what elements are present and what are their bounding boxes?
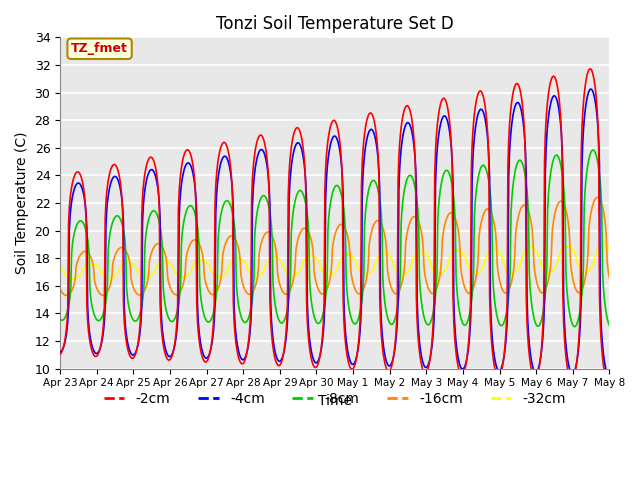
-8cm (56, 316, 64, 322)
-4cm (177, 188, 184, 194)
-2cm (605, 379, 612, 385)
Line: -16cm: -16cm (60, 197, 609, 295)
-16cm (381, 230, 388, 236)
-2cm (586, 66, 594, 72)
-4cm (434, 141, 442, 146)
Line: -32cm: -32cm (60, 244, 609, 279)
-8cm (570, 324, 578, 329)
-2cm (555, 96, 563, 101)
Text: TZ_fmet: TZ_fmet (71, 42, 128, 55)
-16cm (56, 286, 64, 292)
Line: -2cm: -2cm (60, 69, 609, 382)
Legend: -2cm, -4cm, -8cm, -16cm, -32cm: -2cm, -4cm, -8cm, -16cm, -32cm (98, 386, 572, 411)
Title: Tonzi Soil Temperature Set D: Tonzi Soil Temperature Set D (216, 15, 454, 33)
-16cm (593, 194, 601, 200)
-16cm (327, 270, 335, 276)
-2cm (200, 359, 208, 364)
Line: -8cm: -8cm (60, 150, 609, 326)
-8cm (605, 323, 613, 328)
-16cm (435, 279, 442, 285)
-32cm (56, 264, 64, 270)
-32cm (177, 274, 185, 280)
-32cm (556, 251, 564, 256)
-8cm (177, 279, 184, 285)
-4cm (56, 349, 64, 355)
-8cm (326, 202, 334, 208)
-32cm (600, 241, 608, 247)
-8cm (589, 147, 597, 153)
-2cm (380, 353, 387, 359)
-32cm (381, 250, 388, 256)
-4cm (555, 108, 563, 113)
Y-axis label: Soil Temperature (C): Soil Temperature (C) (15, 132, 29, 274)
X-axis label: Time: Time (318, 394, 352, 408)
-8cm (200, 313, 208, 319)
Line: -4cm: -4cm (60, 89, 609, 375)
-2cm (434, 118, 442, 124)
-4cm (326, 143, 334, 149)
-8cm (380, 288, 387, 293)
-16cm (605, 275, 613, 281)
-4cm (605, 372, 613, 378)
-2cm (56, 351, 64, 357)
-16cm (177, 286, 185, 292)
-2cm (326, 125, 334, 131)
-32cm (605, 246, 613, 252)
-2cm (605, 379, 613, 384)
-32cm (327, 272, 335, 278)
-32cm (435, 271, 442, 277)
-8cm (555, 156, 563, 161)
-16cm (63, 292, 70, 298)
-2cm (177, 170, 184, 176)
-16cm (556, 199, 564, 204)
-4cm (588, 86, 595, 92)
-4cm (380, 344, 387, 350)
-32cm (69, 276, 77, 282)
-4cm (200, 354, 208, 360)
-32cm (201, 258, 209, 264)
-8cm (434, 217, 442, 223)
-16cm (201, 277, 209, 283)
